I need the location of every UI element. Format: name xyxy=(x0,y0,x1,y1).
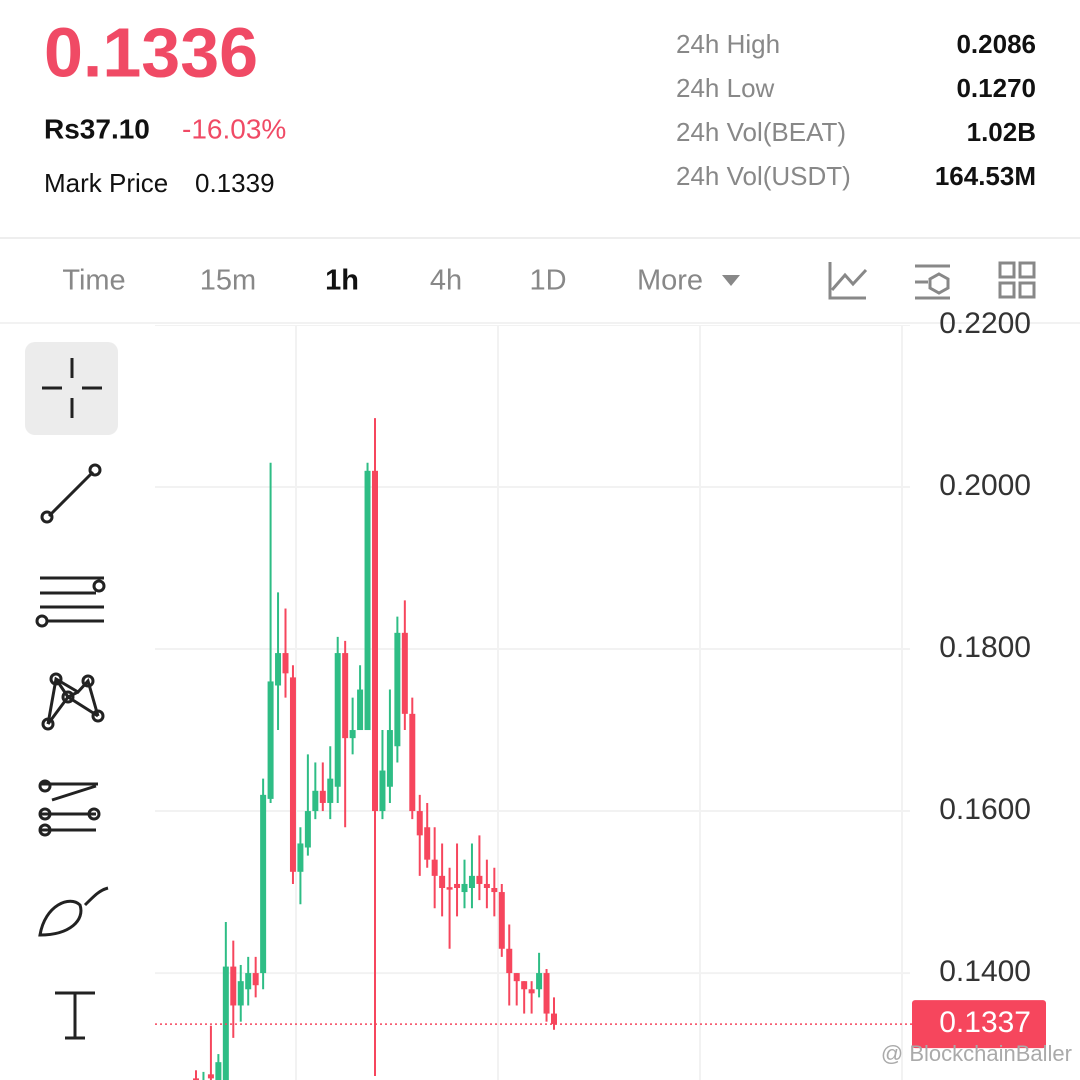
candle-body xyxy=(237,981,244,1006)
stat-value: 0.1270 xyxy=(956,73,1036,103)
candle-body xyxy=(394,632,401,747)
candle-body xyxy=(446,887,453,890)
candle-body xyxy=(379,770,386,812)
stat-value: 0.2086 xyxy=(956,29,1036,59)
candle-body xyxy=(357,689,364,731)
candle-body xyxy=(386,730,393,787)
stat-label: 24h Vol(BEAT) xyxy=(676,117,846,147)
candle-body xyxy=(483,883,490,889)
candle-body xyxy=(543,973,550,1014)
candle-body xyxy=(439,875,446,889)
candle-body xyxy=(275,653,282,686)
candle-body xyxy=(431,859,438,876)
tab[interactable]: 15m xyxy=(200,265,256,297)
stats: 24h High 0.2086 24h Low 0.1270 24h Vol(BEAT)… xyxy=(676,29,1036,191)
stat-label: 24h Low xyxy=(676,73,775,103)
mark-label: Mark Price xyxy=(44,168,168,198)
candle-body xyxy=(342,653,349,739)
candle-body xyxy=(468,875,475,889)
candle-body xyxy=(498,892,505,949)
more-caret xyxy=(722,275,740,286)
fiat-price: Rs37.10 xyxy=(44,113,150,144)
candle-body xyxy=(193,1078,199,1080)
watermark: @ BlockchainBaller xyxy=(881,1041,1072,1066)
candle-body xyxy=(222,966,229,1080)
candle-body xyxy=(513,973,520,982)
candle-body xyxy=(304,811,311,848)
candle-body xyxy=(260,794,267,974)
candle-body xyxy=(207,1074,214,1079)
candle-body xyxy=(215,1062,222,1080)
tab[interactable]: 1h xyxy=(325,265,359,297)
y-tick-label: 0.1800 xyxy=(939,631,1031,664)
toolbar-icons xyxy=(828,261,1036,300)
candle-body xyxy=(409,713,416,812)
candle-body xyxy=(252,973,259,986)
candle-body xyxy=(245,973,252,990)
candle-body xyxy=(372,470,378,812)
y-tick-label: 0.2200 xyxy=(939,307,1031,340)
candle-body xyxy=(289,677,296,872)
stat-value: 164.53M xyxy=(935,161,1036,191)
y-tick-label: 0.1400 xyxy=(939,955,1031,988)
last-price-label: 0.1337 xyxy=(939,1006,1031,1039)
candle-body xyxy=(230,966,237,1006)
candle-body xyxy=(282,653,289,674)
candle-body xyxy=(536,973,543,990)
candle-body xyxy=(334,653,341,787)
candle-body xyxy=(424,827,431,860)
drawing-tools xyxy=(25,342,118,1040)
y-tick-label: 0.1600 xyxy=(939,793,1031,826)
candle-body xyxy=(364,470,371,731)
tabs: Time 15m 1h 4h 1D More xyxy=(62,265,703,297)
candle-body xyxy=(327,778,334,803)
candle-body xyxy=(319,790,326,803)
tab[interactable]: 1D xyxy=(529,265,566,297)
tab[interactable]: Time xyxy=(62,265,125,297)
candle-body xyxy=(312,790,319,812)
last-price: 0.1336 xyxy=(44,13,258,91)
candle-body xyxy=(506,948,513,974)
tab[interactable]: More xyxy=(637,265,703,297)
candle-body xyxy=(416,811,423,836)
tab[interactable]: 4h xyxy=(430,265,462,297)
candle-body xyxy=(528,989,535,994)
candle-body xyxy=(551,1013,557,1025)
candle-body xyxy=(297,843,304,872)
candle-body xyxy=(349,730,356,739)
candle-body xyxy=(521,981,528,990)
candle-body xyxy=(267,681,274,799)
candle-body xyxy=(461,883,468,893)
mark-value: 0.1339 xyxy=(195,168,275,198)
price-change: -16.03% xyxy=(182,113,286,144)
candle-body xyxy=(476,875,483,884)
stat-label: 24h High xyxy=(676,29,780,59)
stat-label: 24h Vol(USDT) xyxy=(676,161,851,191)
last-price-box xyxy=(912,1000,1046,1049)
candle-body xyxy=(454,883,461,889)
candle-body xyxy=(491,888,498,893)
stat-value: 1.02B xyxy=(967,117,1036,147)
candle-body xyxy=(401,632,408,714)
y-tick-label: 0.2000 xyxy=(939,469,1031,502)
